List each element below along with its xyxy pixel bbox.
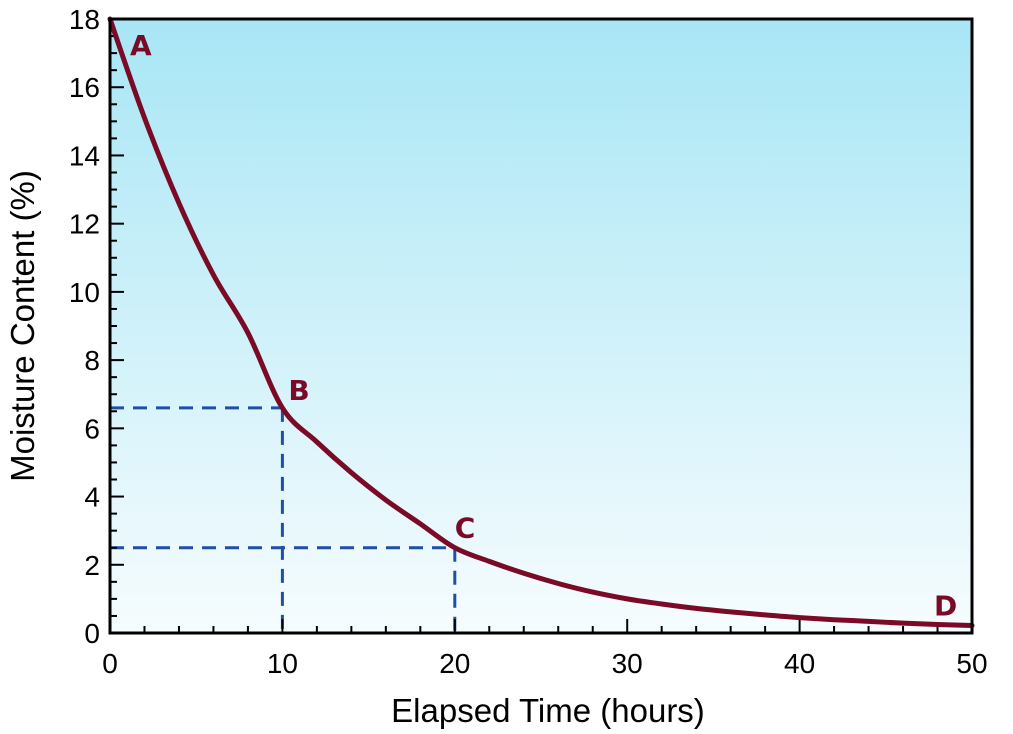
x-tick-label: 30 bbox=[612, 648, 643, 679]
y-tick-label: 0 bbox=[84, 618, 100, 649]
reference-lines bbox=[110, 406, 457, 633]
x-tick-label: 20 bbox=[439, 648, 470, 679]
y-tick-label: 2 bbox=[84, 550, 100, 581]
y-tick-label: 6 bbox=[84, 413, 100, 444]
y-tick-label: 16 bbox=[69, 72, 100, 103]
y-tick-label: 10 bbox=[69, 277, 100, 308]
y-tick-label: 14 bbox=[69, 140, 100, 171]
moisture-curve bbox=[107, 16, 975, 628]
x-tick-label: 50 bbox=[956, 648, 987, 679]
x-tick-label: 0 bbox=[102, 648, 118, 679]
point-label-a: A bbox=[130, 29, 152, 62]
y-tick-label: 18 bbox=[69, 4, 100, 35]
y-tick-label: 4 bbox=[84, 482, 100, 513]
y-tick-label: 12 bbox=[69, 209, 100, 240]
y-tick-label: 8 bbox=[84, 345, 100, 376]
y-axis-title: Moisture Content (%) bbox=[4, 170, 41, 482]
x-tick-label: 40 bbox=[784, 648, 815, 679]
plot-area-background bbox=[110, 19, 972, 633]
point-label-d: D bbox=[934, 589, 957, 622]
axis-tick-labels: 0 2 4 6 8 10 12 14 16 18 0 10 20 30 40 50 bbox=[69, 4, 988, 679]
point-label-c: C bbox=[455, 512, 476, 545]
x-tick-label: 10 bbox=[267, 648, 298, 679]
plot-frame bbox=[108, 17, 974, 635]
point-labels: A B C D bbox=[130, 29, 957, 622]
point-label-b: B bbox=[288, 374, 309, 407]
x-axis-title: Elapsed Time (hours) bbox=[391, 692, 705, 729]
